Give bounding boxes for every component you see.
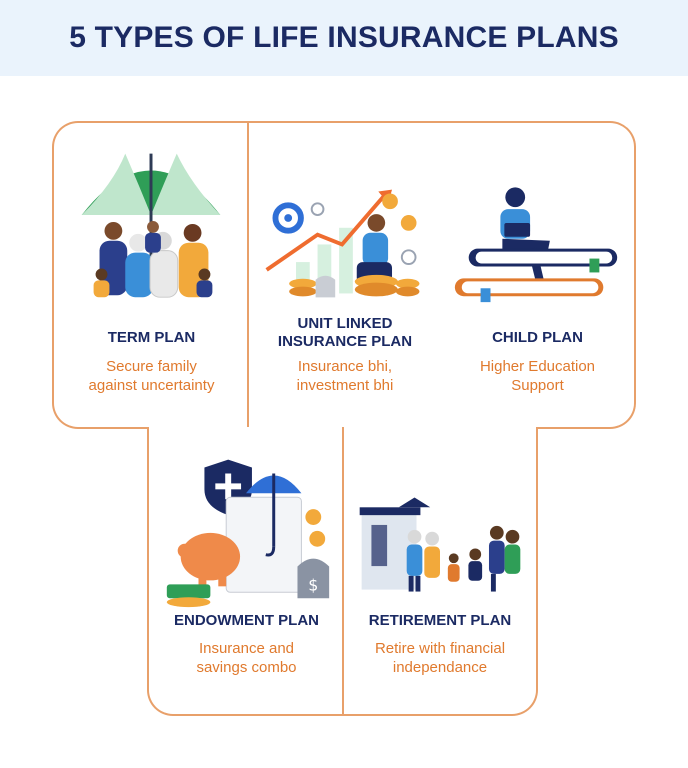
plan-title: ENDOWMENT PLAN: [174, 612, 319, 629]
plan-card-endowment: $ ENDOWMENT PLAN Insurance and savings c…: [147, 427, 344, 716]
piggy-bank-shield-icon: $: [166, 459, 330, 608]
growth-chart-coins-icon: [265, 189, 420, 298]
plan-description: Secure family against uncertainty: [88, 358, 215, 394]
plan-title: TERM PLAN: [107, 329, 196, 346]
plan-description: Insurance bhi, investment bhi: [296, 358, 394, 394]
plan-description: Higher Education Support: [479, 358, 596, 394]
plan-card-retirement: RETIREMENT PLAN Retire with financial in…: [342, 427, 538, 716]
family-home-icon: [359, 497, 521, 592]
header-banner: 5 TYPES OF LIFE INSURANCE PLANS: [0, 0, 688, 76]
books-student-icon: [454, 187, 618, 303]
plan-card-ulip: UNIT LINKED INSURANCE PLAN Insurance bhi…: [247, 121, 443, 429]
plan-description: Insurance and savings combo: [196, 640, 297, 676]
plan-card-child: CHILD PLAN Higher Education Support: [441, 121, 636, 429]
umbrella-family-icon: [81, 153, 221, 298]
plan-title: CHILD PLAN: [492, 329, 583, 346]
plan-title: RETIREMENT PLAN: [368, 612, 512, 629]
plan-description: Retire with financial independance: [374, 640, 506, 676]
svg-text:$: $: [308, 575, 318, 594]
plan-title: UNIT LINKED INSURANCE PLAN: [277, 315, 413, 350]
page-title: 5 TYPES OF LIFE INSURANCE PLANS: [69, 21, 619, 54]
plan-card-term: TERM PLAN Secure family against uncertai…: [52, 121, 249, 429]
